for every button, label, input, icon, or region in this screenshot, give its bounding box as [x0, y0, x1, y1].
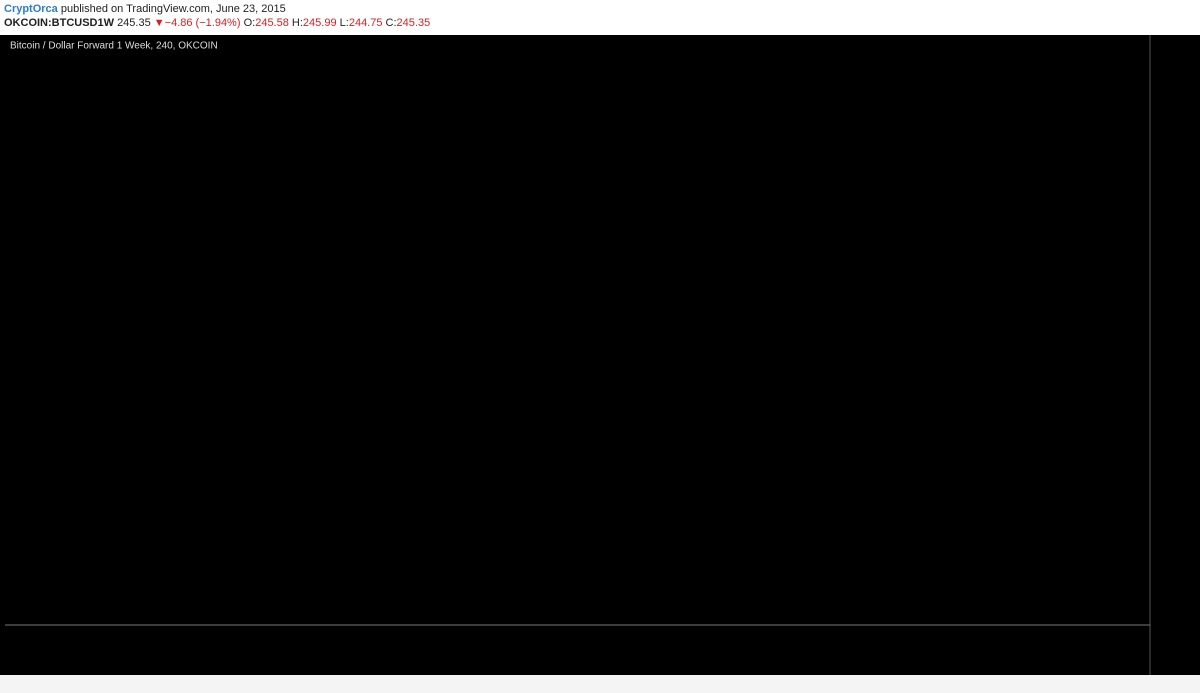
ohlc-value: 245.99: [302, 17, 337, 29]
ohlc-value: 245.58: [255, 17, 289, 29]
arrow: ▼: [153, 17, 165, 29]
ohlc: O:245.58 H:245.99 L:244.75 C:245.35: [244, 17, 431, 29]
chart-title: Bitcoin / Dollar Forward 1 Week, 240, OK…: [10, 41, 218, 52]
chart-background: [0, 35, 1200, 675]
ohlc-value: 245.35: [396, 17, 431, 29]
ohlc-key: O:: [243, 17, 256, 29]
change: −4.86 (−1.94%): [164, 17, 241, 29]
ohlc-key: C:: [385, 17, 397, 29]
author[interactable]: CryptOrca: [4, 3, 58, 15]
publish-line: CryptOrca published on TradingView.com, …: [4, 2, 430, 16]
ohlc-key: L:: [339, 17, 349, 29]
symbol: OKCOIN:BTCUSD1W: [4, 17, 114, 29]
ohlc-key: H:: [291, 17, 303, 29]
quote-line: OKCOIN:BTCUSD1W 245.35 ▼−4.86 (−1.94%) O…: [4, 16, 430, 30]
last: 245.35: [117, 17, 151, 29]
time-axis-background: [0, 675, 1200, 693]
header: CryptOrca published on TradingView.com, …: [4, 2, 430, 30]
ohlc-value: 244.75: [348, 17, 383, 29]
published: published on TradingView.com, June 23, 2…: [60, 3, 286, 15]
